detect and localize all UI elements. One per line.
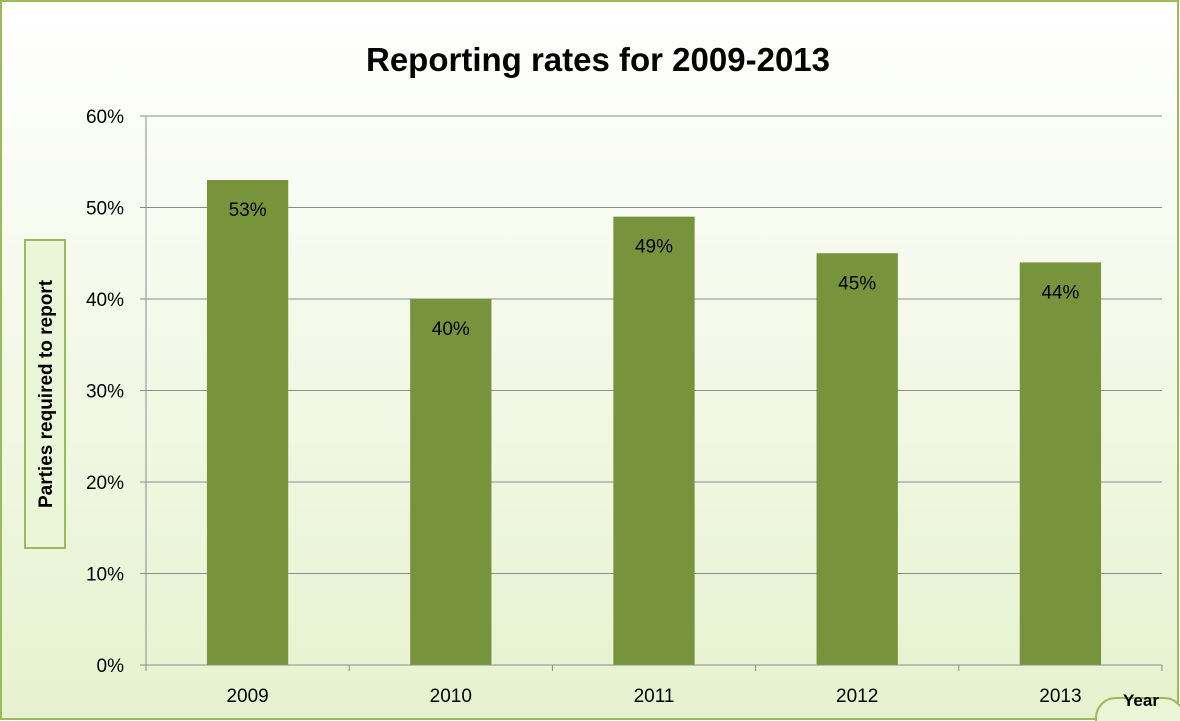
x-tick-label: 2010 (430, 686, 472, 707)
y-tick-label: 30% (86, 382, 124, 403)
y-tick-label: 10% (86, 565, 124, 586)
bar-2012 (816, 253, 898, 665)
x-axis-title-text: Year (1123, 691, 1159, 710)
y-tick-label: 50% (86, 199, 124, 220)
data-label: 49% (635, 237, 673, 258)
y-tick-label: 0% (97, 656, 125, 677)
bar-2013 (1019, 262, 1102, 665)
x-tick-label: 2011 (634, 686, 675, 707)
chart-title: Reporting rates for 2009-2013 (366, 41, 830, 78)
bar-series (206, 180, 1102, 666)
data-label: 45% (838, 273, 876, 294)
y-axis-title-text: Parties required to report (36, 279, 57, 508)
y-tick-label: 20% (86, 473, 124, 494)
bar-2011 (613, 216, 695, 665)
x-tick-label: 2013 (1039, 686, 1081, 707)
x-tick-label: 2009 (226, 686, 268, 707)
y-axis-title: Parties required to report (24, 239, 66, 549)
x-axis-title-box (1095, 697, 1180, 721)
bar-2010 (410, 299, 492, 665)
y-axis-title-box (24, 239, 66, 549)
x-tick-label: 2012 (836, 686, 878, 707)
y-axis-ticks: 0% 10% 20% 30% 40% 50% 60% (86, 107, 124, 677)
y-tick-label: 60% (86, 107, 124, 128)
data-label: 44% (1041, 282, 1079, 303)
x-axis-title: Year (1095, 691, 1180, 721)
data-labels: 53% 40% 49% 45% 44% (229, 200, 1080, 340)
data-label: 53% (229, 200, 267, 221)
data-label: 40% (432, 319, 470, 340)
y-tick-label: 40% (86, 290, 124, 311)
bar-2009 (206, 180, 289, 666)
x-axis-ticks: 2009 2010 2011 2012 2013 (145, 665, 1163, 707)
